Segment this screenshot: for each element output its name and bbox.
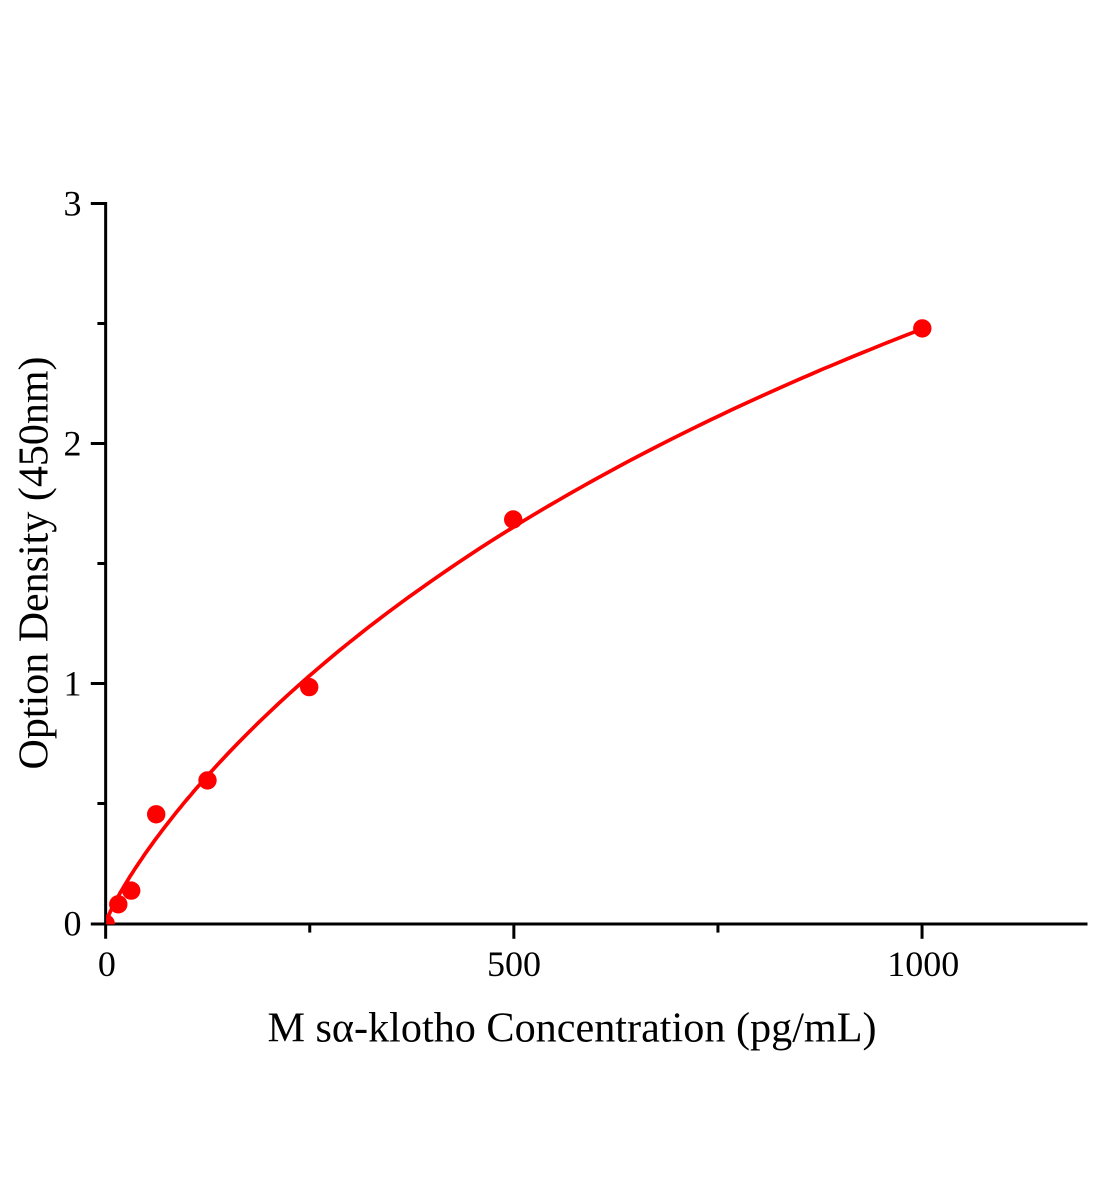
svg-text:1000: 1000: [887, 944, 959, 984]
svg-text:0: 0: [98, 944, 116, 984]
svg-text:1: 1: [64, 664, 82, 704]
svg-text:M sα-klotho Concentration (pg/: M sα-klotho Concentration (pg/mL): [267, 1005, 876, 1052]
svg-text:0: 0: [64, 904, 82, 944]
svg-text:3: 3: [64, 184, 82, 224]
svg-text:2: 2: [64, 424, 82, 464]
svg-text:500: 500: [487, 944, 541, 984]
svg-text:Option Density (450nm): Option Density (450nm): [11, 357, 57, 770]
